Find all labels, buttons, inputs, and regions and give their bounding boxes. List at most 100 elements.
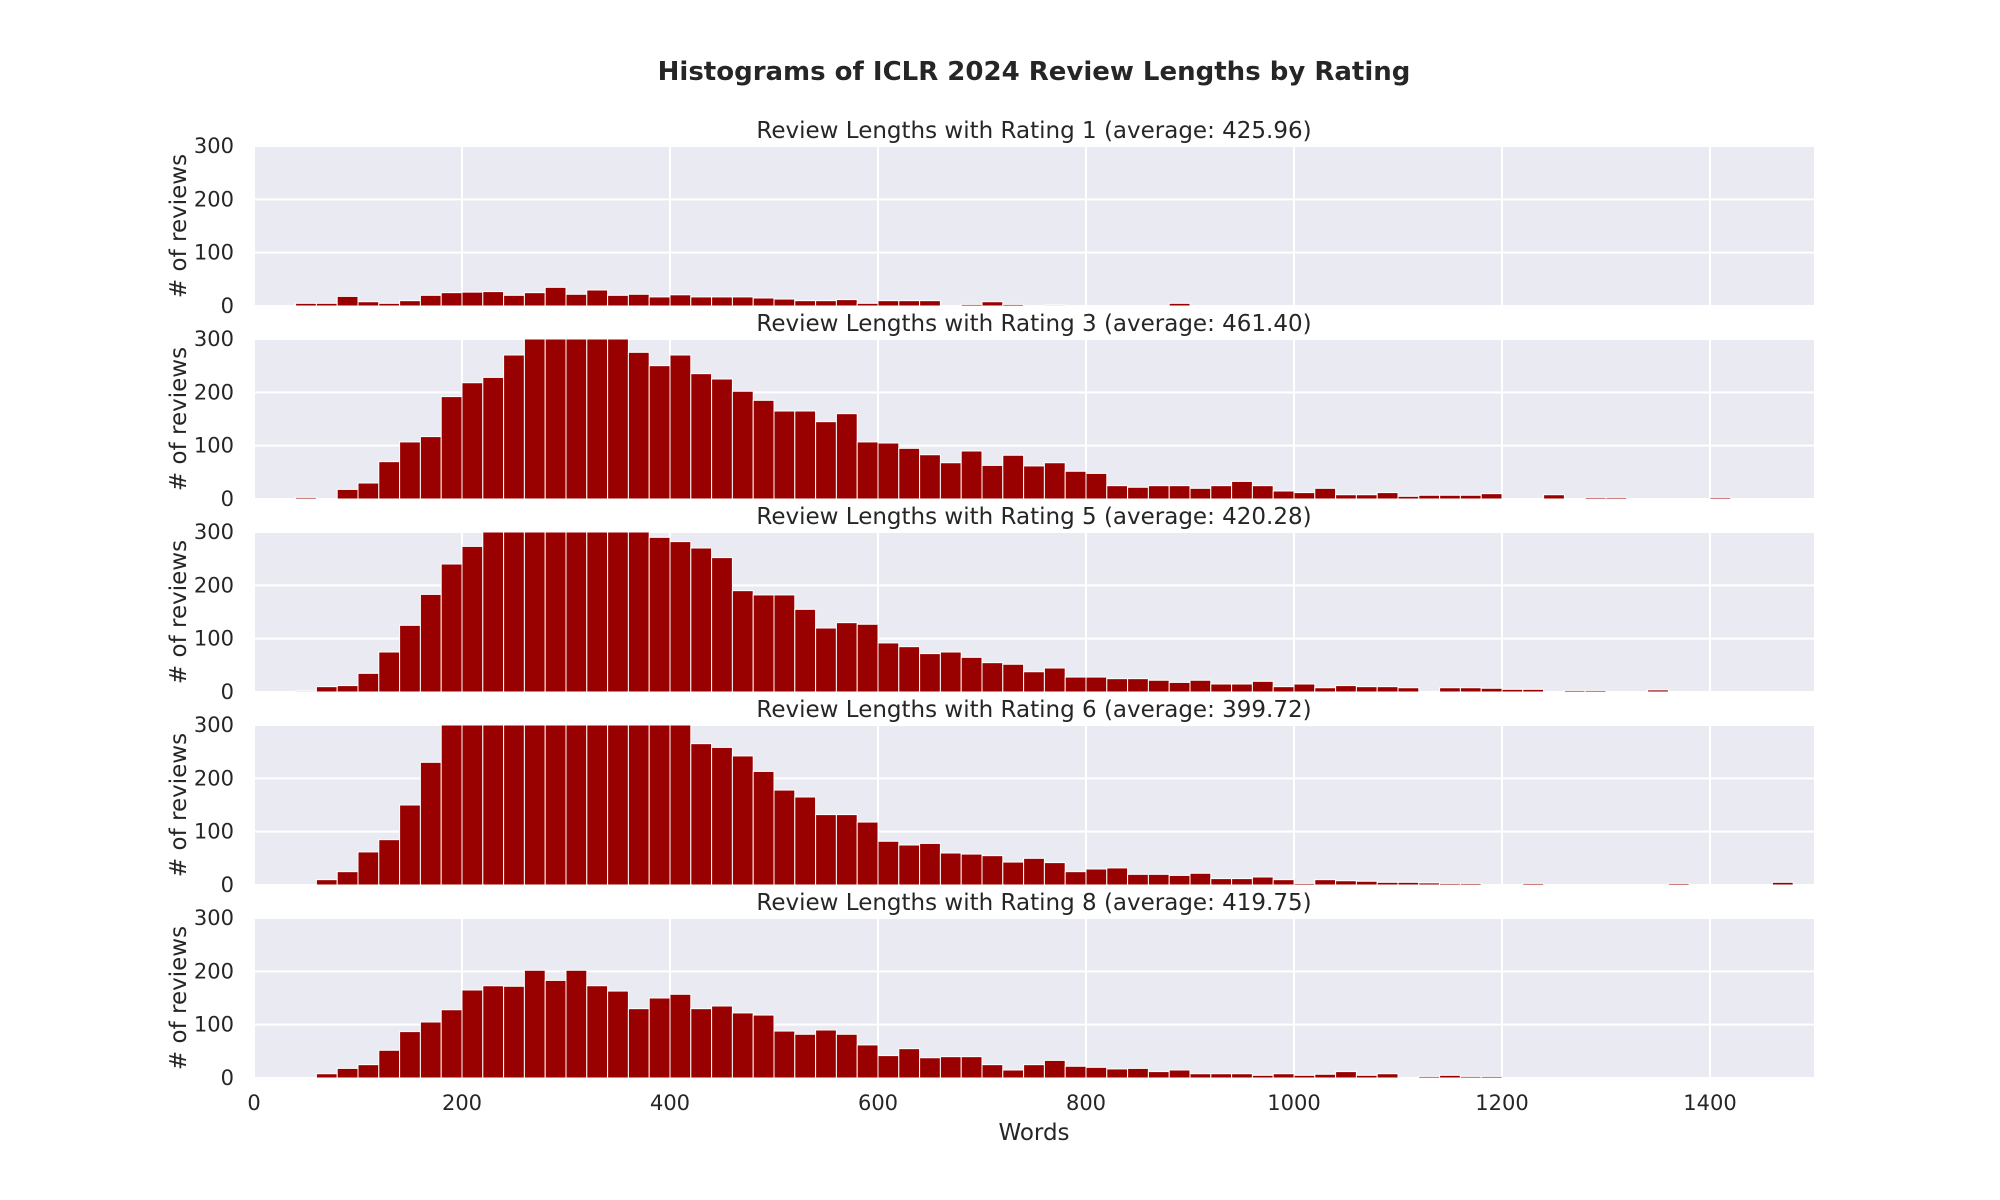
histogram-bar — [1106, 485, 1129, 500]
histogram-bar — [1314, 487, 1337, 500]
histogram-bar — [752, 770, 775, 886]
histogram-bar — [1272, 1073, 1295, 1079]
histogram-bar — [1106, 678, 1129, 693]
histogram-bar — [919, 300, 941, 307]
histogram-bar — [1376, 1073, 1399, 1079]
histogram-bar — [295, 302, 317, 307]
histogram-bar — [1293, 1074, 1316, 1079]
histogram-bar — [1355, 686, 1378, 693]
histogram-bar — [815, 814, 837, 886]
histogram-bar — [419, 436, 442, 500]
histogram-bar — [1335, 494, 1357, 500]
histogram-bar — [1355, 494, 1378, 500]
histogram-bar — [1376, 492, 1399, 500]
histogram-bar — [399, 1031, 421, 1079]
histogram-bar — [1459, 882, 1482, 886]
y-tick-label: 0 — [221, 487, 234, 511]
histogram-bar — [482, 724, 505, 886]
histogram-bar — [399, 624, 421, 693]
histogram-bar — [419, 593, 442, 693]
histogram-bar — [1168, 874, 1191, 886]
y-tick-label: 100 — [194, 1013, 234, 1037]
histogram-bar — [648, 997, 671, 1079]
histogram-bar — [731, 590, 754, 693]
histogram-bar — [1168, 681, 1191, 693]
histogram-bar — [1002, 663, 1025, 693]
histogram-bar — [794, 1033, 817, 1079]
y-tick-label: 200 — [194, 187, 234, 211]
y-tick-label: 100 — [194, 241, 234, 265]
histogram-bar — [357, 851, 380, 886]
histogram-bar — [440, 563, 463, 693]
histogram-bar — [399, 804, 421, 886]
histogram-bar — [1210, 1073, 1233, 1079]
panel-title: Review Lengths with Rating 3 (average: 4… — [756, 311, 1311, 337]
histogram-bar — [877, 442, 900, 500]
histogram-bar — [1231, 1073, 1253, 1079]
histogram-bar — [1106, 867, 1129, 886]
x-tick-label: 1200 — [1475, 1091, 1528, 1115]
histogram-bar — [586, 289, 609, 307]
histogram-bar — [711, 378, 733, 500]
histogram-bar — [586, 985, 609, 1079]
panel-title: Review Lengths with Rating 6 (average: 3… — [756, 697, 1311, 723]
histogram-bar — [898, 447, 921, 500]
histogram-bar — [1335, 685, 1357, 693]
histogram-bar — [440, 724, 463, 886]
histogram-bar — [1231, 878, 1253, 886]
histogram-bar — [939, 651, 962, 693]
histogram-bar — [1002, 454, 1025, 500]
histogram-bar — [1480, 1075, 1503, 1079]
histogram-bar — [898, 1048, 921, 1079]
y-tick-label: 300 — [194, 327, 234, 351]
histogram-bar — [669, 993, 692, 1079]
y-tick-label: 200 — [194, 959, 234, 983]
histogram-bar — [1147, 485, 1170, 500]
histogram-bar — [773, 789, 796, 886]
histogram-bar — [565, 969, 588, 1079]
histogram-bar — [711, 1005, 733, 1079]
histogram-bar — [731, 390, 754, 500]
histogram-bar — [1043, 462, 1066, 500]
histogram-bar — [523, 724, 546, 886]
histogram-bar — [1043, 667, 1066, 693]
histogram-bar — [1023, 857, 1045, 886]
panel-title: Review Lengths with Rating 1 (average: 4… — [756, 118, 1311, 144]
histogram-bar — [419, 761, 442, 886]
histogram-bar — [1023, 1064, 1045, 1079]
histogram-bar — [461, 382, 484, 500]
histogram-bar — [1023, 465, 1045, 500]
histogram-bar — [981, 1064, 1004, 1079]
x-axis-label: Words — [998, 1120, 1069, 1146]
histogram-bar — [461, 291, 484, 307]
histogram-bar — [939, 852, 962, 886]
histogram-bar — [835, 299, 858, 307]
histogram-bar — [523, 292, 546, 307]
figure-title: Histograms of ICLR 2024 Review Lengths b… — [658, 57, 1411, 87]
histogram-bar — [1522, 688, 1545, 693]
histogram-bar — [1376, 686, 1399, 693]
x-tick-label: 600 — [858, 1091, 898, 1115]
x-tick-label: 0 — [247, 1091, 260, 1115]
histogram-bar — [1459, 1075, 1482, 1079]
histogram-panels: Review Lengths with Rating 1 (average: 4… — [166, 118, 1814, 1115]
histogram-bar — [607, 724, 629, 886]
histogram-bar — [731, 1012, 754, 1079]
histogram-bar — [440, 1009, 463, 1079]
histogram-bar — [586, 724, 609, 886]
histogram-bar — [336, 488, 359, 500]
histogram-bar — [1210, 485, 1233, 500]
histogram-bar — [960, 303, 983, 307]
histogram-bar — [1189, 679, 1212, 693]
histogram-bar — [669, 724, 692, 886]
histogram-bar — [1397, 495, 1420, 500]
histogram-bar — [1543, 494, 1565, 500]
histogram-bar — [856, 821, 879, 886]
histogram-bar — [856, 623, 879, 693]
histogram-bar — [835, 413, 858, 500]
histogram-bar — [565, 338, 588, 500]
y-tick-label: 0 — [221, 294, 234, 318]
panel-background — [254, 146, 1814, 306]
histogram-bar — [752, 399, 775, 500]
y-tick-label: 0 — [221, 873, 234, 897]
